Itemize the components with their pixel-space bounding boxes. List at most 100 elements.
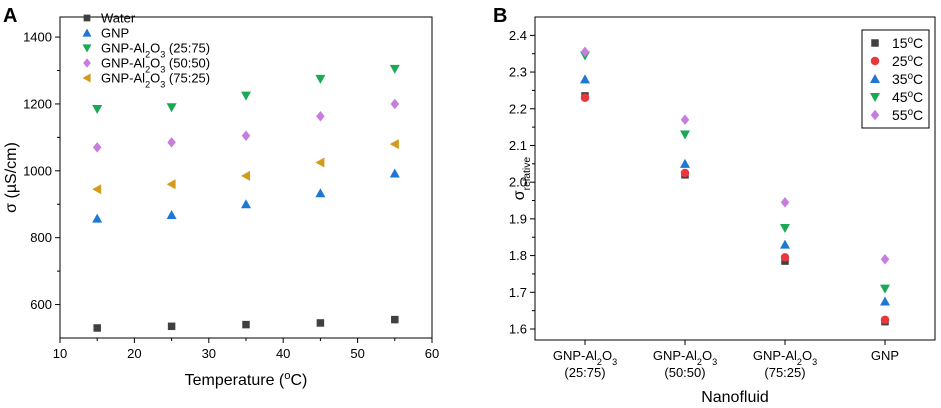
legend-label: 25oC [892, 53, 923, 70]
x-tick-label-subscript: 3 [712, 357, 717, 367]
data-point [92, 104, 103, 114]
data-point [580, 46, 590, 58]
data-point [389, 64, 400, 74]
legend-marker [82, 73, 91, 83]
data-point [680, 114, 690, 126]
x-tick-label-part: O [602, 348, 612, 363]
plot-frame [534, 16, 936, 341]
panel-label-a: A [3, 5, 17, 27]
x-tick-label-subscript: 2 [697, 357, 702, 367]
data-point [780, 197, 790, 208]
data-point [92, 184, 102, 195]
x-tick-label-subscript: 3 [612, 357, 617, 367]
y-tick-label: 1400 [23, 30, 52, 45]
legend-label-part: GNP-Al [101, 71, 145, 86]
data-point [241, 199, 251, 209]
x-tick-label-subscript: 3 [812, 357, 817, 367]
y-tick-label: 1.7 [509, 285, 527, 300]
legend-label-part: O [150, 56, 160, 71]
x-tick-label: GNP-Al2O3 [753, 348, 817, 367]
legend-label-temp: 35 [892, 71, 908, 87]
data-point [389, 168, 400, 178]
x-axis-title: Nanofluid [701, 389, 769, 406]
legend-marker [83, 14, 91, 22]
panel-a-chart: 10 20 30 40 50 60 600 800 1000 1200 1400 Temperatur… [3, 11, 439, 390]
y-tick-label: 1.9 [509, 211, 527, 226]
legend-label-temp: 25 [892, 53, 908, 69]
data-point [315, 74, 326, 84]
y-tick-label: 800 [30, 230, 52, 245]
panel-label-b: B [493, 5, 507, 27]
legend-label-unit: C [913, 107, 923, 123]
data-point [241, 170, 250, 181]
x-axis-title-superscript: o [284, 370, 290, 382]
legend-marker [870, 93, 880, 102]
x-tick-label: 30 [202, 346, 216, 361]
legend-label-superscript: o [908, 89, 914, 100]
y-tick-label: 1.6 [509, 321, 527, 336]
y-tick-label: 2.0 [509, 175, 527, 190]
legend-label: GNP-Al2O3 (50:50) [101, 56, 210, 75]
data-point [316, 111, 325, 122]
x-tick-label: GNP-Al2O3 [653, 348, 717, 367]
legend-marker [870, 109, 880, 121]
legend-label-part: GNP-Al [101, 56, 145, 71]
data-point [880, 254, 890, 265]
legend-label-unit: C [913, 89, 923, 105]
x-tick-label: 20 [127, 346, 141, 361]
data-point [315, 157, 325, 168]
legend-label-subscript: 3 [160, 65, 165, 75]
x-tick-label: 60 [425, 346, 439, 361]
data-point [780, 224, 790, 234]
x-tick-label-part: O [702, 348, 712, 363]
data-point [580, 74, 590, 84]
x-tick-label-ratio: (25:75) [564, 365, 605, 380]
data-point [166, 209, 177, 219]
legend-label-unit: C [913, 35, 923, 51]
panel-b-chart: 1.61.71.81.92.02.12.22.32.4GNP-Al2O3(25:… [509, 16, 936, 406]
data-point [166, 103, 177, 113]
x-tick-label-part: GNP-Al [653, 348, 697, 363]
legend-marker [82, 44, 92, 53]
data-point [92, 213, 103, 223]
legend-label-subscript: 2 [145, 65, 150, 75]
y-axis-title-subscript: relative [522, 157, 533, 191]
y-axis-title-part: σ [511, 190, 528, 200]
x-tick-label-subscript: 2 [597, 357, 602, 367]
legend-marker [83, 58, 91, 68]
data-point [390, 98, 400, 110]
y-tick-label: 1200 [23, 96, 52, 111]
legend-label-temp: 15 [892, 35, 908, 51]
legend-label: GNP-Al2O3 (25:75) [101, 41, 210, 60]
x-tick-label-part: GNP-Al [753, 348, 797, 363]
legend-marker [82, 28, 92, 37]
legend-label-part: O [150, 41, 160, 56]
legend-label-superscript: o [908, 53, 914, 64]
x-tick-label-part: GNP [871, 348, 899, 363]
y-tick-label: 2.3 [509, 65, 527, 80]
legend-label-part: Water [101, 11, 136, 26]
x-axis-title-part: Temperature ( [185, 372, 285, 389]
data-point [241, 130, 251, 141]
data-point [92, 142, 102, 153]
data-point [680, 158, 690, 168]
data-point [880, 315, 890, 325]
y-axis-title: σrelative [511, 157, 533, 201]
data-point [880, 296, 890, 306]
data-point [580, 93, 590, 102]
legend-label: 15oC [892, 35, 923, 52]
x-tick-label: 50 [350, 346, 364, 361]
y-tick-label: 1.8 [509, 248, 527, 263]
legend-label-subscript: 2 [145, 80, 150, 90]
legend-label-part: (25:75) [165, 41, 210, 56]
data-point [315, 188, 326, 198]
data-point [389, 139, 399, 150]
legend-label-superscript: o [908, 107, 914, 118]
legend-label-subscript: 3 [160, 50, 165, 60]
legend-label: 45oC [892, 89, 923, 106]
legend-label-part: GNP [101, 26, 129, 41]
data-point [93, 324, 101, 332]
legend-label: 35oC [892, 71, 923, 88]
